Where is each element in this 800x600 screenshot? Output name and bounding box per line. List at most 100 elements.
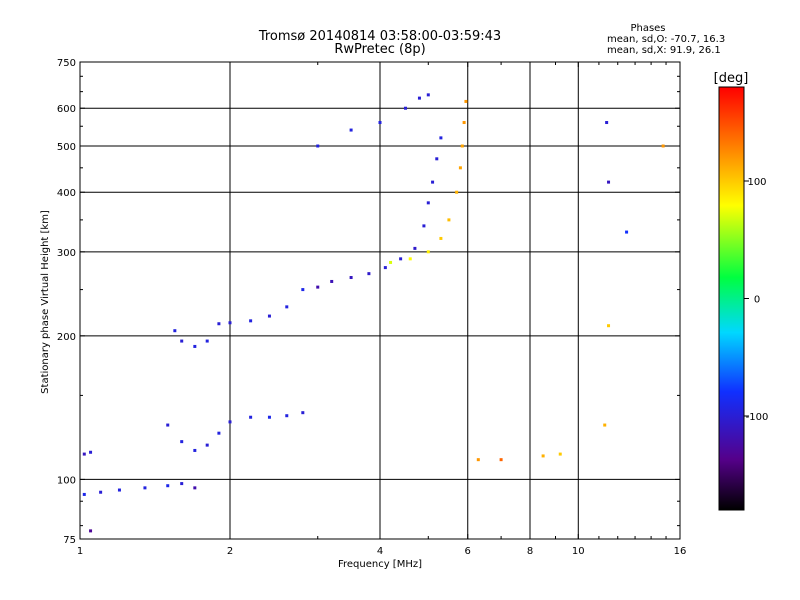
data-point <box>435 157 439 161</box>
data-point <box>166 423 170 427</box>
x-tick-label: 6 <box>465 546 471 557</box>
data-point <box>603 423 607 427</box>
x-tick-label: 4 <box>377 546 383 557</box>
data-point <box>476 458 480 462</box>
data-point <box>180 339 184 343</box>
data-point <box>541 454 545 458</box>
data-point <box>607 324 611 328</box>
data-point <box>413 246 417 250</box>
data-point <box>82 452 86 456</box>
data-point <box>228 420 232 424</box>
data-point <box>408 257 412 261</box>
data-point <box>173 329 177 333</box>
data-point <box>205 339 209 343</box>
x-axis-ticks: 1 2 4 6 8 10 16 <box>77 62 687 557</box>
data-point <box>426 201 430 205</box>
data-point <box>82 492 86 496</box>
x-tick-label: 8 <box>527 546 533 557</box>
data-point <box>367 272 371 276</box>
y-tick-label: 100 <box>57 475 76 486</box>
y-tick-label: 600 <box>57 104 76 115</box>
data-point <box>193 448 197 452</box>
data-point <box>285 305 289 309</box>
phases-header: Phases <box>630 23 665 34</box>
colorbar-tick-label: 0 <box>754 295 760 306</box>
data-point <box>447 218 451 222</box>
data-point <box>180 440 184 444</box>
colorbar-tick-label: 100 <box>747 177 766 188</box>
x-tick-label: 2 <box>227 546 233 557</box>
data-point <box>426 250 430 254</box>
phases-x-line: mean, sd,X: 91.9, 26.1 <box>607 45 721 56</box>
data-point <box>383 266 387 270</box>
data-point <box>99 490 103 494</box>
colorbar <box>718 86 745 511</box>
data-point <box>330 279 334 283</box>
data-point <box>417 96 421 100</box>
data-point <box>458 166 462 170</box>
data-point <box>455 190 459 194</box>
data-point <box>431 180 435 184</box>
data-point <box>422 224 426 228</box>
data-point <box>267 314 271 318</box>
data-point <box>301 288 305 292</box>
data-point <box>378 121 382 125</box>
data-point <box>193 344 197 348</box>
y-tick-label: 400 <box>57 188 76 199</box>
y-tick-label: 300 <box>57 248 76 259</box>
data-point <box>143 486 147 490</box>
x-axis-label: Frequency [MHz] <box>338 559 422 570</box>
data-point <box>607 180 611 184</box>
data-point <box>625 230 629 234</box>
colorbar-label: [deg] <box>714 71 749 86</box>
data-point <box>267 415 271 419</box>
x-tick-label: 1 <box>77 546 83 557</box>
data-point <box>403 106 407 110</box>
data-point <box>166 484 170 488</box>
data-point <box>464 99 468 103</box>
y-axis-label: Stationary phase Virtual Height [km] <box>40 210 51 394</box>
data-point <box>399 257 403 261</box>
grid-lines <box>80 62 680 539</box>
chart-title: Tromsø 20140814 03:58:00-03:59:43 <box>258 29 501 44</box>
phases-o-line: mean, sd,O: -70.7, 16.3 <box>607 34 725 45</box>
data-point <box>316 144 320 148</box>
data-point <box>301 411 305 415</box>
data-point <box>439 236 443 240</box>
data-point <box>217 431 221 435</box>
x-tick-label: 16 <box>674 546 687 557</box>
data-point <box>661 144 665 148</box>
colorbar-ticks: 100 0 -100 <box>744 177 768 423</box>
y-tick-label: 75 <box>63 535 76 546</box>
data-point <box>605 121 609 125</box>
data-point <box>249 415 253 419</box>
data-point <box>460 144 464 148</box>
y-axis-ticks: 75 100 200 300 400 500 600 750 <box>57 58 680 546</box>
data-point <box>558 452 562 456</box>
data-point <box>316 285 320 289</box>
y-tick-label: 500 <box>57 142 76 153</box>
data-point <box>462 121 466 125</box>
y-tick-label: 200 <box>57 332 76 343</box>
data-point <box>439 136 443 140</box>
data-point <box>249 319 253 323</box>
y-tick-label: 750 <box>57 58 76 69</box>
data-point <box>228 321 232 325</box>
data-point <box>89 529 93 533</box>
data-point <box>389 260 393 264</box>
data-point <box>426 93 430 97</box>
data-point <box>193 486 197 490</box>
data-point <box>499 458 503 462</box>
data-point <box>180 482 184 486</box>
x-tick-label: 10 <box>572 546 585 557</box>
chart-subtitle: RwPretec (8p) <box>334 42 425 57</box>
data-point <box>117 488 121 492</box>
data-point <box>349 128 353 132</box>
data-points <box>82 93 665 533</box>
data-point <box>89 450 93 454</box>
colorbar-tick-label: -100 <box>746 412 769 423</box>
data-point <box>217 322 221 326</box>
data-point <box>349 276 353 280</box>
data-point <box>205 443 209 447</box>
